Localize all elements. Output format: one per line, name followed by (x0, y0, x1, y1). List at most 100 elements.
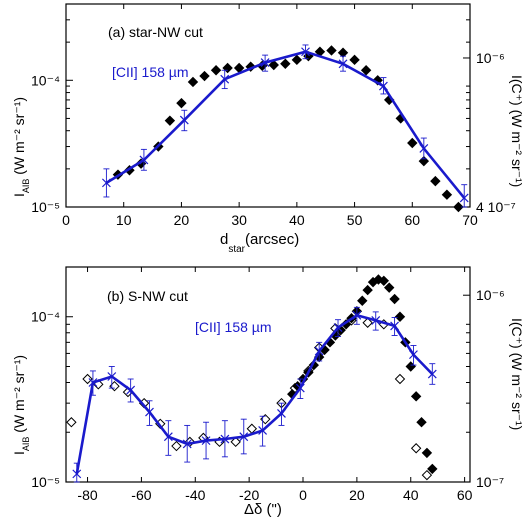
y-tick-label-right: 10⁻⁶ (476, 287, 505, 303)
cii-marker-stroke (314, 346, 324, 356)
aib-point (280, 58, 291, 69)
cii-marker-stroke (390, 321, 400, 331)
cii-marker-stroke (145, 407, 154, 417)
aib-point-open (421, 469, 433, 481)
cii-point-marker (139, 155, 149, 165)
cii-marker-stroke (179, 115, 189, 125)
cii-marker-stroke (139, 155, 149, 165)
cii-point-marker (409, 350, 418, 360)
cii-annotation: [CII] 158 µm (195, 319, 272, 335)
aib-point (407, 137, 418, 149)
aib-point-open (171, 440, 182, 452)
cii-point-marker (419, 143, 429, 153)
y-tick-label-right: 10⁻⁶ (476, 50, 505, 66)
cii-marker-stroke (260, 58, 270, 67)
x-tick-label: 10 (116, 212, 132, 228)
x-axis-label-unit: (arcsec) (245, 231, 299, 248)
cii-annotation: [CII] 158 µm (112, 64, 189, 80)
aib-point-open (394, 373, 406, 385)
aib-point (360, 65, 372, 76)
cii-marker-stroke (427, 369, 437, 379)
x-tick-label: 0 (299, 487, 307, 503)
y-tick-label-left: 10⁻⁵ (31, 199, 60, 215)
y-tick-label-left: 10⁻⁵ (31, 474, 60, 490)
aib-point (441, 189, 453, 200)
cii-point-marker (72, 469, 82, 479)
aib-point (357, 295, 368, 306)
cii-point-marker (163, 432, 173, 442)
aib-point (326, 45, 337, 56)
plot-frame (65, 266, 471, 483)
x-tick-label: 70 (462, 212, 478, 228)
cii-point-marker (201, 436, 211, 446)
aib-point (427, 463, 438, 475)
x-tick-label: 40 (289, 212, 305, 228)
cii-point-marker (126, 385, 136, 395)
cii-point-marker (338, 59, 348, 69)
cii-point-marker (107, 372, 117, 381)
aib-point (416, 417, 427, 428)
cii-marker-stroke (338, 59, 348, 69)
aib-point (291, 54, 303, 66)
panel-label: (b) S-NW cut (107, 288, 188, 304)
y-axis-label-left-main: I (11, 451, 27, 455)
cii-marker-stroke (101, 178, 111, 188)
x-tick-label: 60 (404, 212, 420, 228)
cii-marker-stroke (258, 426, 268, 435)
cii-marker-stroke (201, 436, 211, 446)
aib-point-open (410, 443, 422, 454)
cii-marker-stroke (182, 439, 192, 449)
cii-point-marker (101, 178, 111, 188)
y-tick-label-right: 10⁻⁷ (476, 474, 504, 490)
cii-marker-stroke (126, 385, 136, 395)
aib-point (199, 70, 210, 82)
aib-point (349, 54, 360, 66)
cii-point-marker (314, 346, 324, 356)
x-axis-label-sub: star (228, 244, 245, 255)
cii-marker-stroke (409, 350, 418, 360)
axis-ticks: 0 10 20 30 40 50 60 70 10⁻⁵ 10⁻⁴ 10⁻⁶ 4 10⁻⁷ (31, 3, 516, 228)
y-axis-label-right: I(C⁺) (W m⁻² sr⁻¹) (509, 75, 525, 187)
plot-frame (65, 3, 471, 208)
axis-ticks: -80 -60 -40 -20 0 20 40 60 10⁻⁵ 10⁻⁴ 10⁻⁶ 10⁻⁷ (31, 266, 505, 503)
y-axis-label-right: I(C⁺) (W m⁻² sr⁻¹) (509, 318, 525, 430)
cii-point-marker (260, 58, 270, 67)
cii-marker-stroke (88, 378, 98, 387)
x-tick-label: 20 (349, 487, 365, 503)
x-tick-label: 50 (347, 212, 363, 228)
y-axis-label-left-unit: (W m⁻² sr⁻¹) (11, 97, 27, 179)
aib-point (430, 175, 441, 187)
aib-point (362, 284, 373, 296)
series-group (101, 44, 469, 213)
x-axis-label: Δδ (") (244, 501, 282, 518)
x-tick-label: 40 (403, 487, 419, 503)
cii-marker-stroke (379, 81, 388, 91)
series-group (66, 274, 438, 483)
cii-marker-stroke (459, 193, 469, 203)
x-axis-label-main: d (220, 231, 228, 248)
cii-marker-stroke (295, 383, 305, 393)
y-axis-label-left-unit: (W m⁻² sr⁻¹) (11, 355, 27, 437)
aib-point (187, 76, 199, 88)
cii-marker-stroke (163, 432, 173, 442)
y-axis-label-left: IAIB (W m⁻² sr⁻¹) (11, 97, 31, 197)
aib-point (394, 311, 406, 322)
cii-marker-stroke (419, 143, 429, 153)
y-axis-label-left-sub: AIB (21, 179, 31, 194)
cii-point-marker (220, 74, 230, 84)
aib-point (210, 65, 222, 76)
y-axis-label-left-sub: AIB (21, 437, 31, 452)
cii-point-marker (220, 434, 230, 444)
cii-marker-stroke (371, 316, 381, 325)
cii-point-marker (145, 407, 154, 417)
x-tick-label: -20 (239, 487, 259, 503)
cii-marker-stroke (72, 469, 82, 479)
aib-point-open (230, 436, 241, 448)
cii-point-marker (182, 439, 192, 449)
y-axis-label-left-main: I (11, 193, 27, 197)
x-axis-label: dstar(arcsec) (220, 231, 299, 255)
cii-marker-stroke (301, 47, 310, 57)
cii-marker-stroke (352, 310, 362, 320)
cii-point-marker (277, 408, 286, 418)
